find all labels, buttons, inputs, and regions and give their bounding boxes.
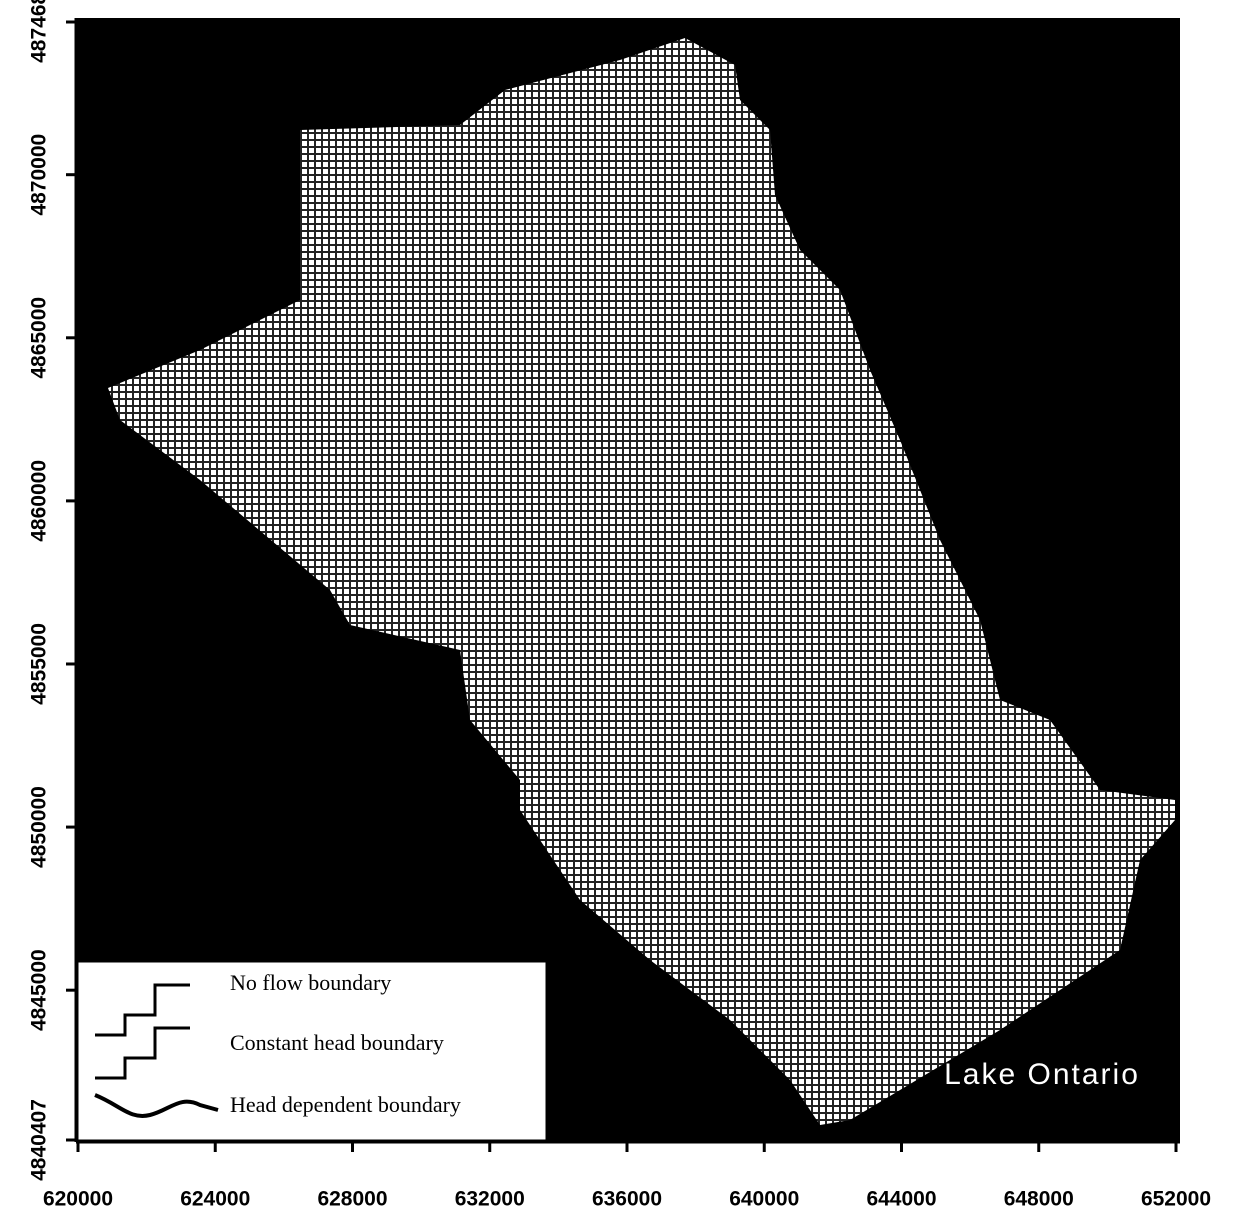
y-tick-label: 4850000 [28, 786, 51, 868]
x-tick-label: 640000 [729, 1188, 799, 1211]
y-tick-label: 4865000 [28, 297, 51, 379]
y-tick-label: 4855000 [28, 623, 51, 705]
legend-label: Constant head boundary [230, 1030, 444, 1055]
legend-label: Head dependent boundary [230, 1092, 461, 1117]
y-tick-label: 4840407 [28, 1099, 51, 1181]
x-tick-label: 632000 [455, 1188, 525, 1211]
annotation: Lake Ontario [944, 1058, 1140, 1091]
x-tick-label: 652000 [1141, 1188, 1211, 1211]
x-tick-label: 636000 [592, 1188, 662, 1211]
legend-label: No flow boundary [230, 970, 391, 995]
chart: Lake Ontario No flow boundary Constant h… [0, 0, 1234, 1222]
x-tick-label: 648000 [1004, 1188, 1074, 1211]
x-tick-label: 624000 [180, 1188, 250, 1211]
x-tick-label: 644000 [866, 1188, 936, 1211]
y-tick-label: 4874681 [28, 0, 51, 63]
y-tick-label: 4870000 [28, 134, 51, 216]
x-tick-label: 620000 [43, 1188, 113, 1211]
x-tick-label: 628000 [317, 1188, 387, 1211]
legend: No flow boundary Constant head boundary … [78, 962, 546, 1140]
y-tick-label: 4845000 [28, 949, 51, 1031]
y-tick-label: 4860000 [28, 460, 51, 542]
